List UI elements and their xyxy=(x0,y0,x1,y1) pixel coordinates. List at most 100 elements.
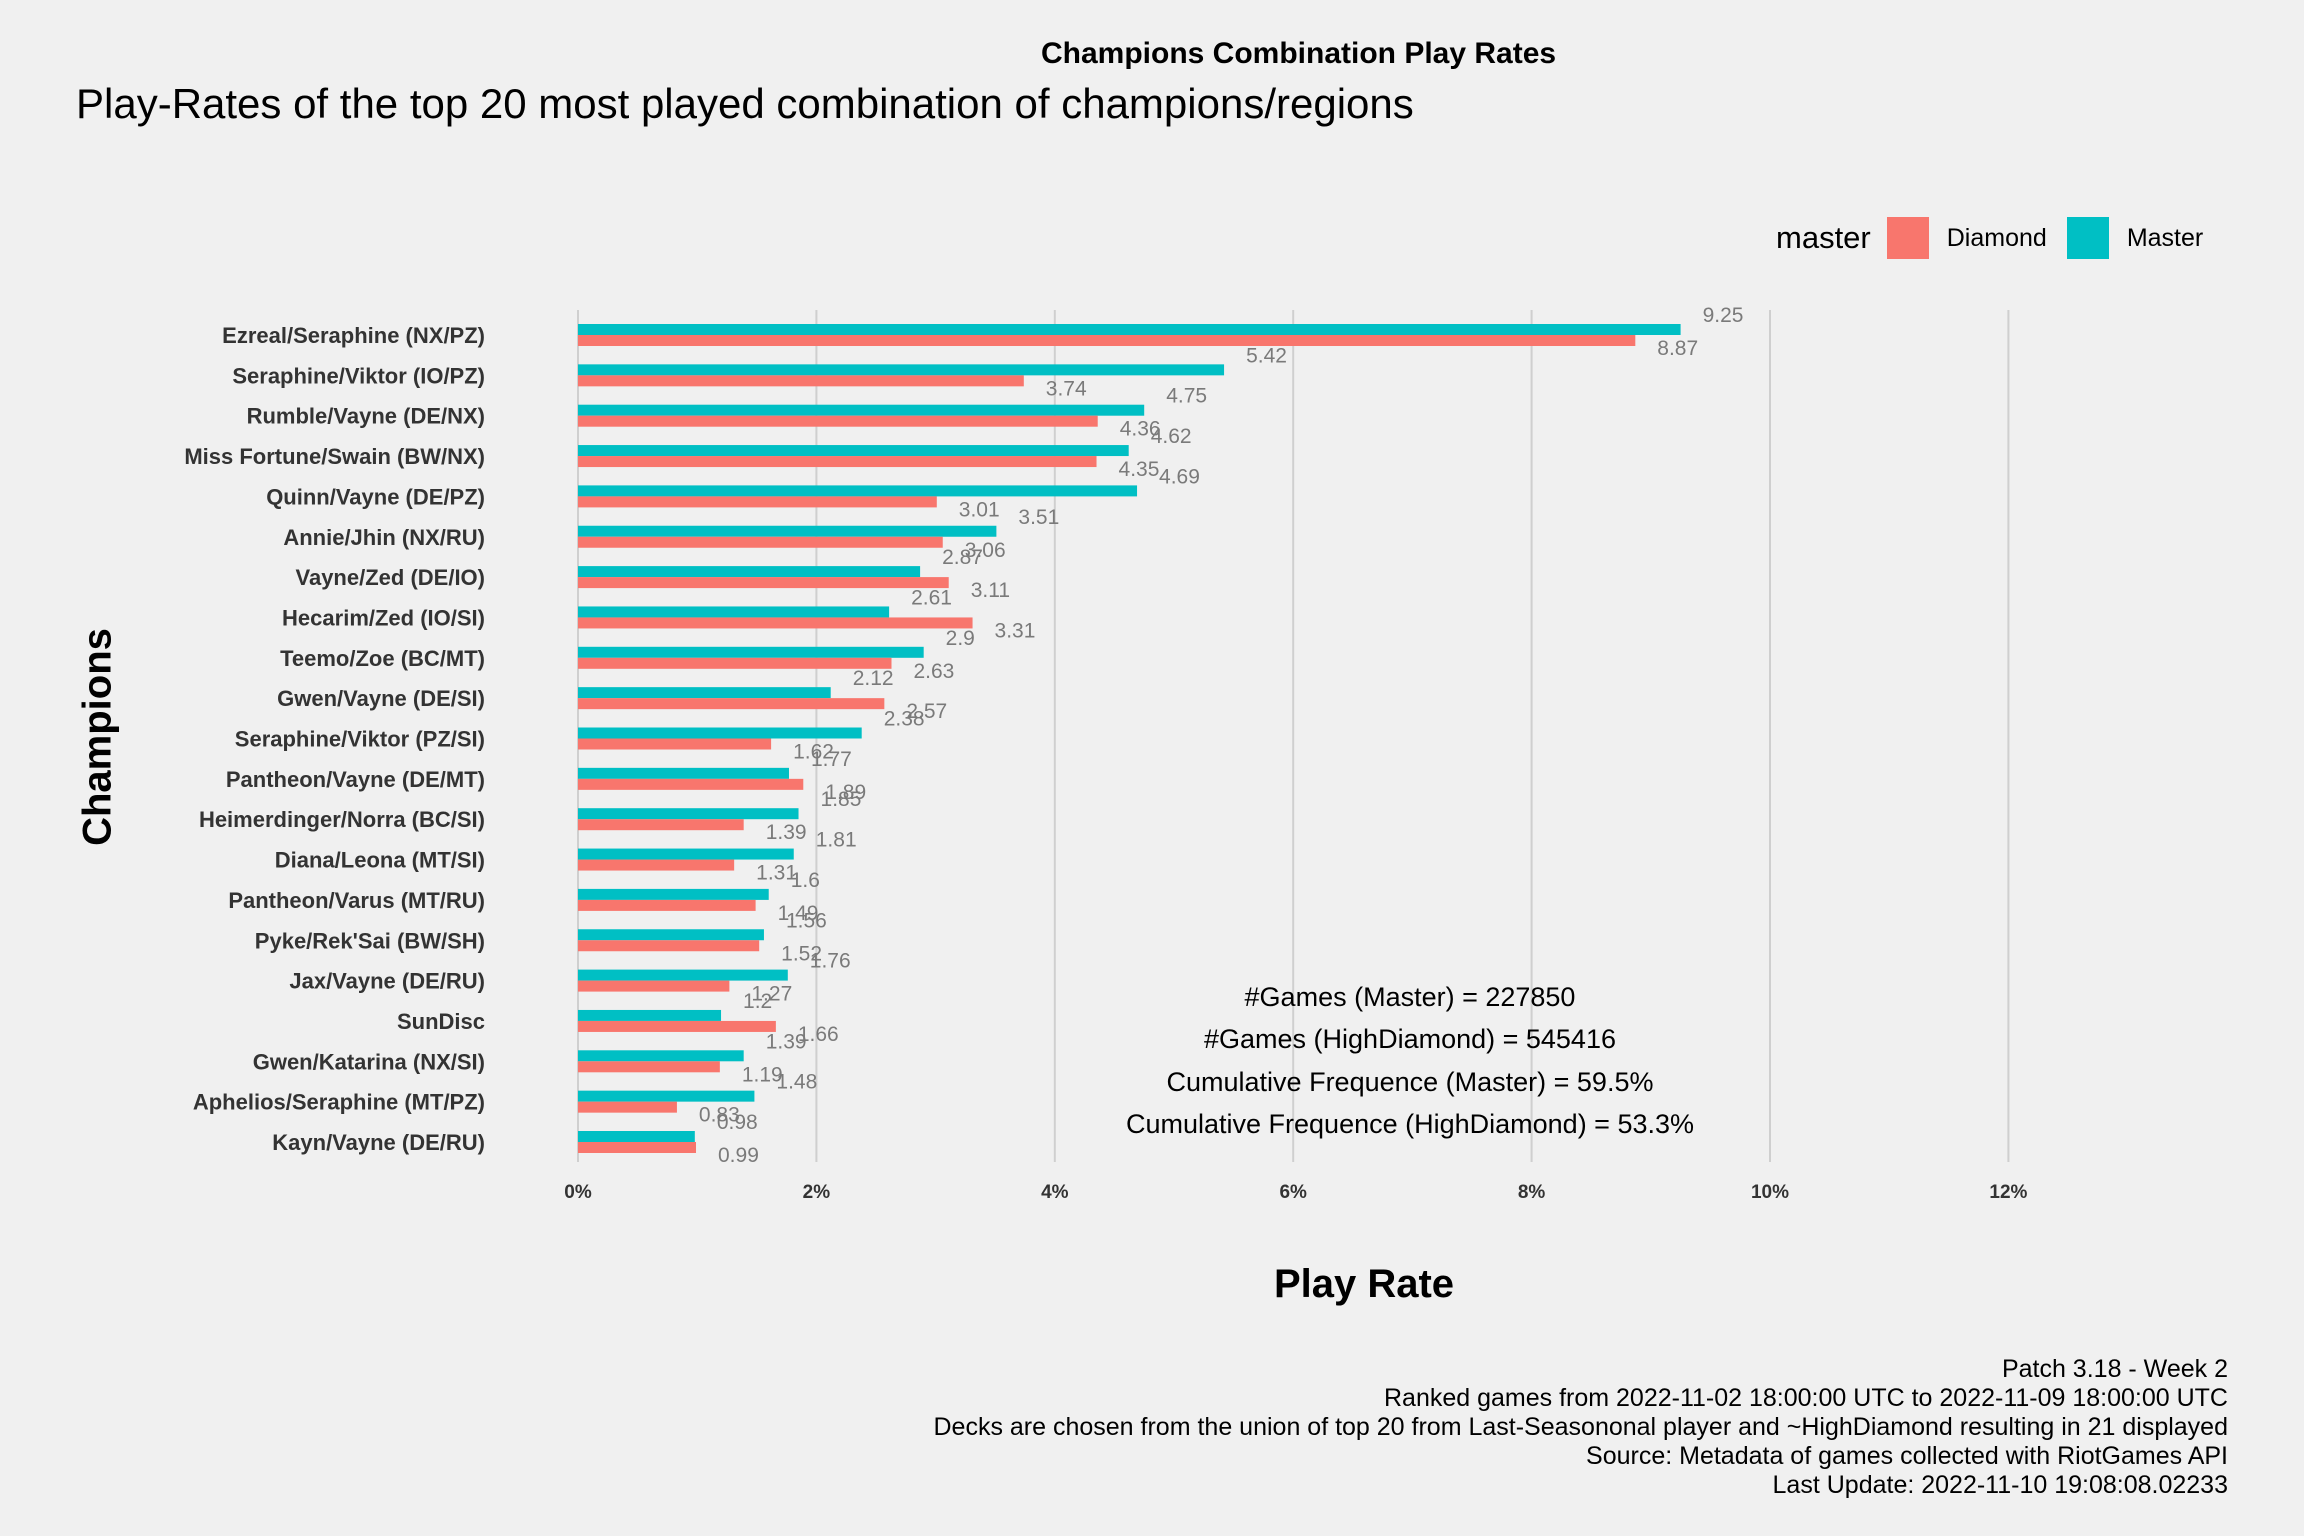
y-tick-label: Seraphine/Viktor (IO/PZ) xyxy=(232,363,485,388)
bar-master xyxy=(578,808,799,820)
bar-diamond xyxy=(578,940,760,952)
data-label-master: 1.6 xyxy=(791,869,820,892)
legend-title: master xyxy=(1776,220,1871,255)
data-label-master: 2.12 xyxy=(853,667,894,690)
data-label-diamond: 3.01 xyxy=(959,498,1000,521)
caption: Patch 3.18 - Week 2 Ranked games from 20… xyxy=(933,1355,2228,1500)
bar-master xyxy=(578,566,921,578)
legend-label-master: Master xyxy=(2126,223,2204,252)
bar-diamond xyxy=(578,375,1024,387)
data-label-diamond: 2.63 xyxy=(913,660,954,683)
data-label-diamond: 1.49 xyxy=(778,902,819,925)
bar-diamond xyxy=(578,778,804,790)
data-label-master: 3.51 xyxy=(1018,506,1059,529)
bar-diamond xyxy=(578,1101,677,1113)
x-tick-label: 10% xyxy=(1751,1182,1789,1203)
bar-master xyxy=(578,888,769,900)
bar-diamond xyxy=(578,577,949,589)
y-tick-label: Gwen/Katarina (NX/SI) xyxy=(253,1049,485,1074)
data-label-diamond: 8.87 xyxy=(1657,337,1698,360)
data-label-master: 4.75 xyxy=(1166,385,1207,408)
data-label-diamond: 0.83 xyxy=(699,1104,740,1127)
x-tick-label: 12% xyxy=(1989,1182,2027,1203)
data-label-master: 4.69 xyxy=(1159,465,1200,488)
y-tick-label: Vayne/Zed (DE/IO) xyxy=(296,565,486,590)
data-label-diamond: 3.31 xyxy=(995,619,1036,642)
data-label-diamond: 1.19 xyxy=(742,1063,783,1086)
data-label-master: 2.9 xyxy=(946,627,975,650)
y-tick-label: Annie/Jhin (NX/RU) xyxy=(283,525,485,550)
annotation-cumfreq-highdiamond: Cumulative Frequence (HighDiamond) = 53.… xyxy=(1125,1109,1695,1139)
bar-diamond xyxy=(578,1061,720,1073)
data-label-diamond: 3.06 xyxy=(965,539,1006,562)
bar-master xyxy=(578,767,789,779)
data-label-master: 1.76 xyxy=(810,950,851,973)
data-label-master: 1.2 xyxy=(743,990,772,1013)
y-tick-label: Pantheon/Varus (MT/RU) xyxy=(228,888,485,913)
data-label-master: 1.39 xyxy=(766,1030,807,1053)
data-label-master: 5.42 xyxy=(1246,344,1287,367)
data-label-master: 2.87 xyxy=(942,546,983,569)
y-tick-label: Gwen/Vayne (DE/SI) xyxy=(277,686,485,711)
bar-master xyxy=(578,687,831,699)
bar-diamond xyxy=(578,899,756,911)
bar-diamond xyxy=(578,456,1097,468)
annotation-games-master: #Games (Master) = 227850 xyxy=(1244,982,1576,1012)
data-label-diamond: 1.62 xyxy=(793,741,834,764)
bar-master xyxy=(578,969,788,981)
bar-master xyxy=(578,525,997,537)
data-label-diamond: 1.66 xyxy=(798,1023,839,1046)
bar-diamond xyxy=(578,859,735,871)
caption-line: Decks are chosen from the union of top 2… xyxy=(933,1413,2228,1441)
data-label-master: 2.38 xyxy=(884,708,925,731)
y-tick-label: Miss Fortune/Swain (BW/NX) xyxy=(184,444,485,469)
bar-master xyxy=(578,1090,755,1102)
bar-master xyxy=(578,848,794,860)
y-tick-label: Pyke/Rek'Sai (BW/SH) xyxy=(255,928,485,953)
data-label-master: 1.56 xyxy=(786,909,827,932)
data-label-diamond: 4.36 xyxy=(1120,418,1161,441)
y-tick-label: Pantheon/Vayne (DE/MT) xyxy=(226,767,485,792)
bar-master xyxy=(578,404,1145,416)
data-label-master: 9.25 xyxy=(1703,304,1744,327)
y-tick-label: Seraphine/Viktor (PZ/SI) xyxy=(235,727,485,752)
bar-diamond xyxy=(578,819,744,831)
data-label-diamond: 3.11 xyxy=(971,579,1010,602)
legend-key-master xyxy=(2066,217,2109,259)
y-tick-label: Rumble/Vayne (DE/NX) xyxy=(247,404,485,429)
y-tick-label: Diana/Leona (MT/SI) xyxy=(275,848,485,873)
annotation-cumfreq-master: Cumulative Frequence (Master) = 59.5% xyxy=(1166,1067,1654,1097)
bar-diamond xyxy=(578,657,892,669)
data-label-diamond: 0.99 xyxy=(718,1144,759,1167)
x-tick-label: 4% xyxy=(1041,1182,1069,1203)
y-tick-label: Heimerdinger/Norra (BC/SI) xyxy=(199,807,485,832)
data-label-diamond: 1.39 xyxy=(766,821,807,844)
bar-master xyxy=(578,1131,695,1142)
y-tick-label: Hecarim/Zed (IO/SI) xyxy=(282,605,485,630)
x-tick-label: 8% xyxy=(1518,1182,1546,1203)
x-tick-label: 0% xyxy=(564,1182,592,1203)
bar-master xyxy=(578,364,1225,376)
bar-master xyxy=(578,929,764,941)
data-label-master: 4.62 xyxy=(1151,425,1192,448)
bar-diamond xyxy=(578,335,1636,346)
bar-master xyxy=(578,445,1129,457)
y-tick-label: SunDisc xyxy=(397,1009,485,1034)
data-label-master: 0.98 xyxy=(717,1111,758,1134)
bar-diamond xyxy=(578,496,937,508)
data-label-diamond: 1.52 xyxy=(781,942,822,965)
y-tick-label: Teemo/Zoe (BC/MT) xyxy=(280,646,485,671)
x-tick-label: 2% xyxy=(803,1182,831,1203)
caption-line: Ranked games from 2022-11-02 18:00:00 UT… xyxy=(1383,1384,2228,1412)
data-label-diamond: 4.35 xyxy=(1119,458,1160,481)
y-tick-label: Jax/Vayne (DE/RU) xyxy=(289,969,485,994)
bar-master xyxy=(578,727,862,739)
bar-diamond xyxy=(578,1142,697,1153)
x-tick-label: 6% xyxy=(1279,1182,1307,1203)
data-label-diamond: 3.74 xyxy=(1046,377,1087,400)
bar-diamond xyxy=(578,617,973,629)
y-tick-label: Quinn/Vayne (DE/PZ) xyxy=(266,484,485,509)
chart-subtitle: Play-Rates of the top 20 most played com… xyxy=(76,80,1414,127)
data-label-diamond: 1.31 xyxy=(756,862,797,885)
